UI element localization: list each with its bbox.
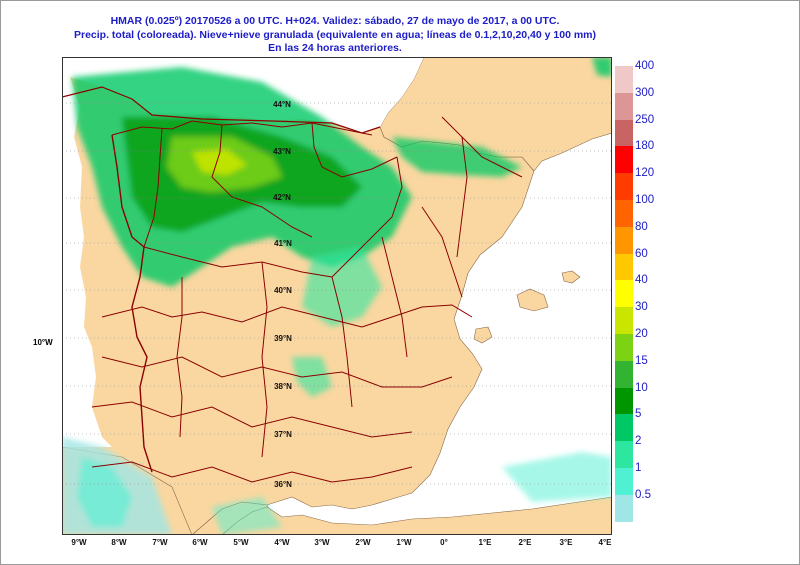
lon-label-5w: 5°W	[233, 538, 249, 547]
legend-swatch	[615, 200, 633, 227]
legend-swatch	[615, 92, 633, 120]
legend-swatch	[615, 387, 633, 415]
legend-swatch	[615, 226, 633, 254]
title-line-2: Precip. total (coloreada). Nieve+nieve g…	[73, 29, 596, 41]
lat-label-36: 36°N	[274, 480, 292, 489]
legend-swatch	[615, 307, 633, 334]
legend-label: 30	[635, 301, 648, 314]
legend-label: 100	[635, 194, 655, 206]
legend-label: 80	[635, 220, 648, 233]
lat-label-41: 41°N	[274, 239, 292, 248]
legend-label: 20	[635, 328, 648, 340]
lon-label-3w: 3°W	[314, 538, 330, 547]
atlantic	[62, 75, 112, 447]
legend-swatch	[615, 253, 633, 281]
lon-label-1e: 1°E	[478, 538, 492, 547]
lat-label-38: 38°N	[274, 382, 292, 391]
lat-label-39: 39°N	[274, 334, 292, 343]
legend-label: 5	[635, 408, 642, 421]
legend-swatch	[615, 66, 633, 93]
legend-swatch	[615, 441, 633, 468]
lon-label-2w: 2°W	[355, 538, 371, 547]
lon-label-0: 0°	[440, 538, 448, 547]
legend-label: 300	[635, 86, 655, 99]
legend-label: 40	[635, 274, 648, 287]
legend-swatch	[615, 494, 633, 522]
lon-label-7w: 7°W	[152, 538, 168, 547]
legend-swatch	[615, 468, 633, 495]
legend-label: 60	[635, 247, 648, 260]
lat-label-42: 42°N	[273, 193, 291, 202]
lon-label-2e: 2°E	[518, 538, 532, 547]
legend-label: 250	[635, 113, 655, 126]
lat-label-44: 44°N	[273, 100, 291, 109]
legend-swatch	[615, 146, 633, 174]
precipitation-map	[62, 57, 612, 535]
lon-label-4w: 4°W	[274, 538, 290, 547]
portugal-border	[111, 134, 153, 473]
title-line-3: En las 24 horas anteriores.	[268, 42, 402, 54]
title-line-1: HMAR (0.025º) 20170526 a 00 UTC. H+024. …	[110, 15, 560, 27]
lat-label-40: 40°N	[274, 286, 292, 295]
legend-label: 400	[635, 60, 655, 72]
lon-label-9w: 9°W	[71, 538, 87, 547]
lon-label-4e: 4°E	[598, 538, 612, 547]
lon-label-3e: 3°E	[559, 538, 573, 547]
regional-borders	[91, 116, 523, 483]
coastline-north	[62, 86, 381, 134]
legend-label: 0.5	[635, 488, 651, 501]
legend-swatch	[615, 334, 633, 361]
side-label-10w: 10°W	[33, 338, 53, 347]
legend-label: 1	[635, 462, 642, 474]
lat-label-43: 43°N	[273, 147, 291, 156]
legend-label: 15	[635, 354, 648, 367]
lat-label-37: 37°N	[274, 430, 292, 439]
legend-label: 180	[635, 140, 655, 153]
lon-label-1w: 1°W	[396, 538, 412, 547]
legend-swatch	[615, 360, 633, 388]
legend-label: 2	[635, 435, 642, 448]
precip-fields	[62, 57, 612, 535]
legend-label: 10	[635, 381, 648, 394]
legend-swatch	[615, 119, 633, 147]
lon-label-8w: 8°W	[111, 538, 127, 547]
legend-swatch	[615, 280, 633, 308]
legend-label: 120	[635, 167, 655, 180]
map-border	[62, 57, 612, 535]
lon-label-6w: 6°W	[192, 538, 208, 547]
legend-swatch	[615, 414, 633, 442]
legend-swatch	[615, 173, 633, 200]
